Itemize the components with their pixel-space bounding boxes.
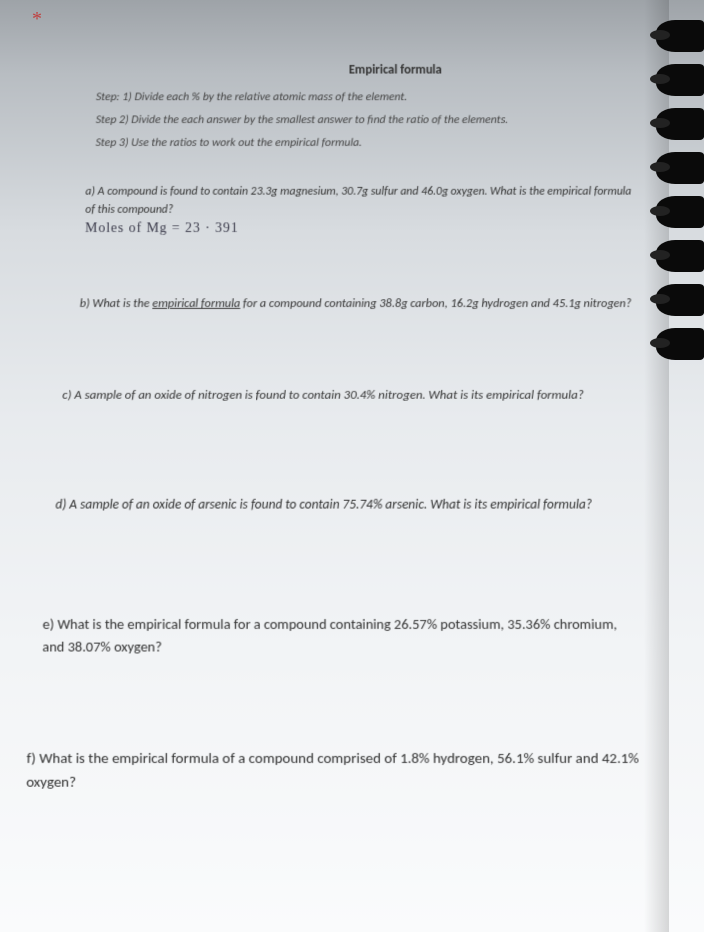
handwritten-work-a: Moles of Mg = 23 · 391: [85, 222, 638, 237]
step-3: Step 3) Use the ratios to work out the e…: [95, 136, 637, 149]
worksheet-page: Empirical formula Step: 1) Divide each %…: [0, 25, 664, 932]
question-c: c) A sample of an oxide of nitrogen is f…: [62, 387, 639, 407]
spiral-ring: [656, 240, 704, 272]
worksheet-title: Empirical formula: [155, 63, 637, 77]
step-2: Step 2) Divide the each answer by the sm…: [95, 113, 636, 126]
question-b-suffix: for a compound containing 38.8g carbon, …: [240, 297, 631, 311]
question-a: a) A compound is found to contain 23.3g …: [85, 183, 637, 220]
question-b-prefix: b) What is the: [80, 297, 153, 311]
question-f: f) What is the empirical formula of a co…: [26, 747, 643, 795]
spiral-ring: [656, 328, 704, 360]
spiral-binding: [656, 0, 704, 932]
spiral-ring: [656, 64, 704, 96]
step-1: Step: 1) Divide each % by the relative a…: [96, 91, 637, 104]
question-e: e) What is the empirical formula for a c…: [42, 613, 641, 659]
spiral-ring: [656, 284, 704, 316]
spiral-ring: [656, 196, 704, 228]
question-d: d) A sample of an oxide of arsenic is fo…: [55, 494, 640, 515]
spiral-ring: [656, 108, 704, 140]
spiral-ring: [656, 152, 704, 184]
question-b-underlined: empirical formula: [152, 297, 240, 311]
question-b: b) What is the empirical formula for a c…: [80, 295, 639, 314]
spiral-ring: [656, 20, 704, 52]
